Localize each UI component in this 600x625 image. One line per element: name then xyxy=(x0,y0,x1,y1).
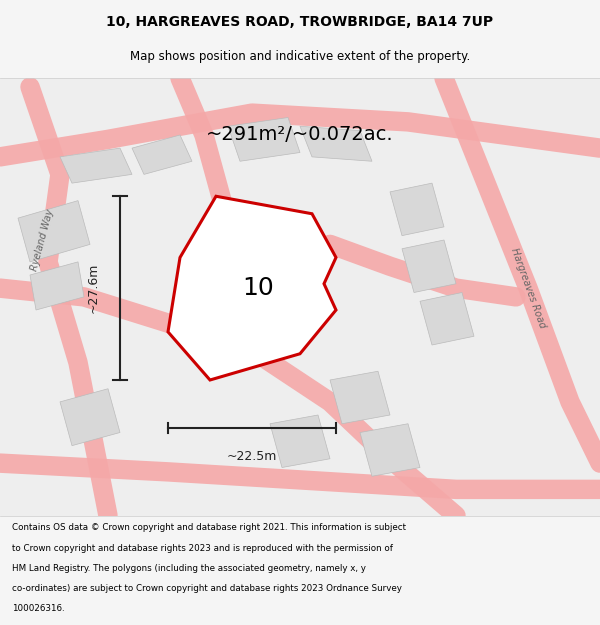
Polygon shape xyxy=(390,183,444,236)
Text: Map shows position and indicative extent of the property.: Map shows position and indicative extent… xyxy=(130,50,470,62)
Text: Ryeland Way: Ryeland Way xyxy=(29,208,55,272)
Polygon shape xyxy=(60,148,132,183)
Text: ~27.6m: ~27.6m xyxy=(86,263,100,313)
Polygon shape xyxy=(300,126,372,161)
Text: co-ordinates) are subject to Crown copyright and database rights 2023 Ordnance S: co-ordinates) are subject to Crown copyr… xyxy=(12,584,402,593)
Text: ~291m²/~0.072ac.: ~291m²/~0.072ac. xyxy=(206,126,394,144)
Polygon shape xyxy=(132,135,192,174)
Text: Contains OS data © Crown copyright and database right 2021. This information is : Contains OS data © Crown copyright and d… xyxy=(12,523,406,532)
Text: 10: 10 xyxy=(242,276,274,300)
Text: 10, HARGREAVES ROAD, TROWBRIDGE, BA14 7UP: 10, HARGREAVES ROAD, TROWBRIDGE, BA14 7U… xyxy=(106,15,494,29)
Polygon shape xyxy=(18,201,90,262)
Polygon shape xyxy=(60,389,120,446)
Text: ~22.5m: ~22.5m xyxy=(227,450,277,463)
Polygon shape xyxy=(270,415,330,468)
Text: HM Land Registry. The polygons (including the associated geometry, namely x, y: HM Land Registry. The polygons (includin… xyxy=(12,564,366,572)
Polygon shape xyxy=(30,262,84,310)
Polygon shape xyxy=(168,196,336,380)
Text: 100026316.: 100026316. xyxy=(12,604,65,613)
Text: Hargreaves Road: Hargreaves Road xyxy=(509,247,547,329)
Polygon shape xyxy=(402,240,456,292)
Polygon shape xyxy=(360,424,420,476)
Text: to Crown copyright and database rights 2023 and is reproduced with the permissio: to Crown copyright and database rights 2… xyxy=(12,544,393,552)
Polygon shape xyxy=(228,118,300,161)
Polygon shape xyxy=(420,292,474,345)
Polygon shape xyxy=(330,371,390,424)
